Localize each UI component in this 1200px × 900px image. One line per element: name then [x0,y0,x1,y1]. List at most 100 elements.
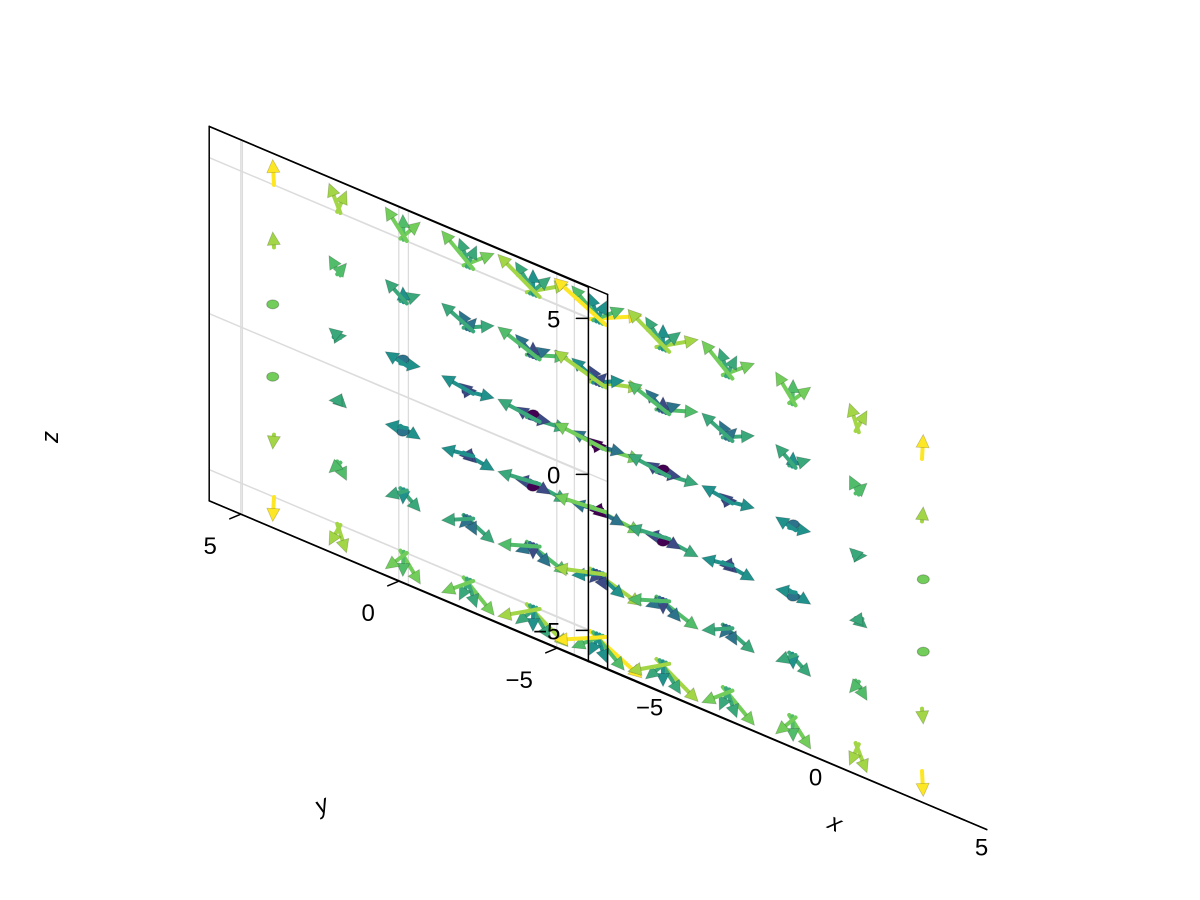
arrow-shaft [784,521,798,533]
arrow-shaft [780,381,798,408]
arrow [497,326,542,362]
arrow [916,574,930,585]
arrow-shaft [394,356,409,368]
arrow-head [384,419,400,434]
arrow-shaft [452,516,476,522]
arrow-shaft [390,215,409,243]
arrow-shaft [920,445,925,461]
arrow-head [725,702,739,719]
y-tick [545,647,558,654]
arrow-head [266,299,280,310]
arrow [774,715,798,735]
arrow-shaft [709,419,735,443]
arrow-head [848,677,864,694]
arrow-shaft [565,567,608,577]
x-tick-label: 5 [975,835,988,862]
arrow-head [665,535,682,550]
arrow-head [396,213,411,229]
arrow-head [594,575,608,592]
arrow-head [644,664,661,680]
axis-edge [208,500,609,670]
arrow-head [683,334,700,350]
arrow-head [610,374,626,389]
arrow-head [627,453,644,467]
arrow-head [683,687,699,703]
arrow-head [739,567,756,581]
arrow-shaft [564,497,608,515]
arrow-head [775,371,789,388]
arrow-head [775,443,790,460]
arrow [384,278,409,306]
arrow-head [384,351,401,366]
arrow [440,579,476,595]
arrow-head [266,158,281,174]
arrow-shaft [506,332,542,362]
arrow [497,398,542,424]
arrow-head [655,323,671,339]
arrow [915,433,930,461]
arrow [553,277,608,327]
y-tick [387,580,400,587]
arrow-head [553,562,569,577]
arrow-head [536,551,552,568]
arrow-head [537,623,551,640]
arrow-head [854,685,868,702]
arrow-head [795,590,812,605]
arrow-head [595,647,610,664]
arrow [627,592,672,607]
y-tick-label: 0 [361,600,374,627]
arrow-shaft [561,284,608,327]
arrow-head [440,581,457,595]
arrow-head [700,691,717,705]
arrow-head [553,422,570,436]
arrow-head [266,507,281,523]
y-tick [229,513,242,520]
arrow-head [682,544,699,558]
arrow-shaft [452,449,476,459]
arrow-shaft [711,490,735,506]
arrow-head [724,355,738,372]
arrow [627,453,672,479]
arrow-head [266,371,280,382]
arrow-head [795,456,812,470]
arrow-head [796,661,812,678]
arrow-head [739,497,756,512]
arrow-head [405,221,422,237]
arrow-shaft [786,589,798,595]
grid-line [208,312,609,483]
arrow [266,495,281,523]
arrow-head [785,378,800,394]
arrow-head [480,600,495,617]
arrow-head [465,592,480,609]
arrow [915,706,930,725]
arrow-head [609,512,626,526]
arrow-head [665,331,682,346]
arrow [440,512,476,527]
arrow-head [855,757,869,774]
arrow-shaft [271,170,276,187]
arrow-shaft [333,523,343,536]
arrow-head [740,710,755,726]
arrow-head [846,402,861,419]
arrow-head [724,630,738,647]
x-tick [786,744,800,751]
arrow [328,254,343,278]
arrow [916,646,930,657]
arrow-shaft [707,348,735,381]
arrow [328,523,343,546]
arrow [328,458,344,474]
z-tick-label: 5 [547,306,560,333]
arrow-shaft [451,579,476,591]
arrow [846,402,861,435]
arrow-head [496,537,512,552]
arrow-head [684,404,700,419]
arrow-head [553,492,570,507]
arrow-shaft [336,460,343,467]
arrow-head [609,306,626,320]
arrow-head [266,231,281,246]
arrow-shaft [508,607,542,617]
arrow [774,584,798,599]
arrow-head [525,617,541,633]
arrow [701,484,735,506]
